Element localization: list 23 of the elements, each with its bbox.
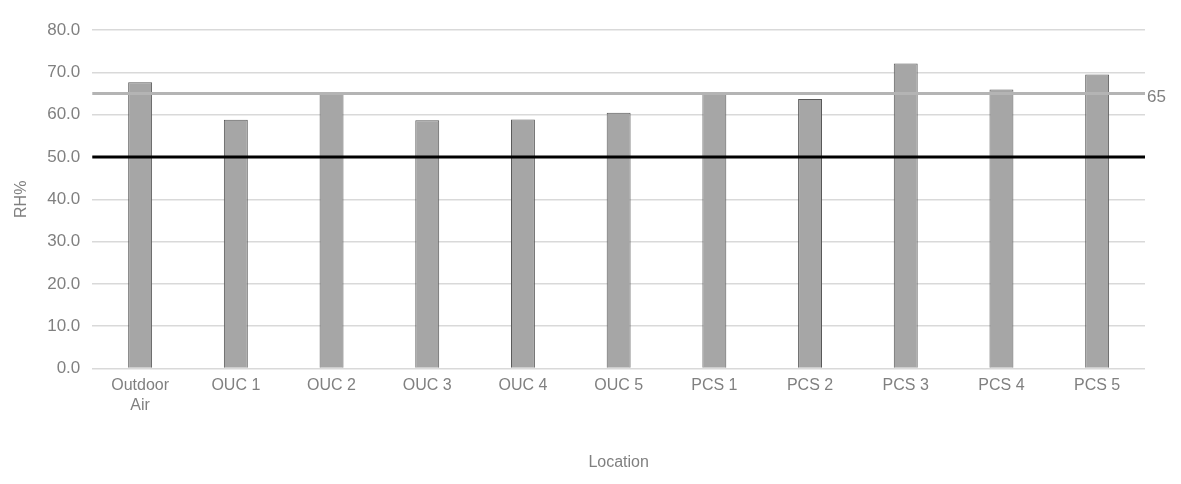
x-tick-label: PCS 5 [1074, 376, 1121, 394]
y-tick-label: 60.0 [47, 104, 81, 124]
y-tick-label: 0.0 [56, 358, 81, 378]
x-tick-label: OUC 3 [402, 376, 452, 394]
y-tick-label: 50.0 [47, 146, 81, 166]
y-tick-label: 10.0 [47, 315, 81, 335]
ref-line-label: 65 [1147, 87, 1166, 107]
y-axis-title: RH% [12, 180, 30, 218]
x-axis-title: Location [588, 452, 649, 470]
x-tick-label: OUC 1 [211, 376, 261, 394]
x-tick-label: Outdoor Air [111, 376, 170, 413]
x-tick-label: PCS 2 [786, 376, 834, 394]
x-tick-label: OUC 2 [307, 376, 357, 394]
x-tick-label: PCS 3 [882, 376, 929, 394]
x-tick-label: PCS 1 [691, 376, 738, 394]
y-tick-label: 80.0 [47, 19, 81, 39]
y-tick-label: 30.0 [47, 231, 81, 251]
x-tick-label: PCS 4 [978, 376, 1025, 394]
y-tick-label: 40.0 [47, 188, 81, 208]
y-tick-label: 70.0 [47, 62, 81, 82]
y-tick-label: 20.0 [47, 273, 81, 293]
x-tick-label: OUC 4 [498, 376, 548, 394]
x-tick-label: OUC 5 [594, 376, 644, 394]
